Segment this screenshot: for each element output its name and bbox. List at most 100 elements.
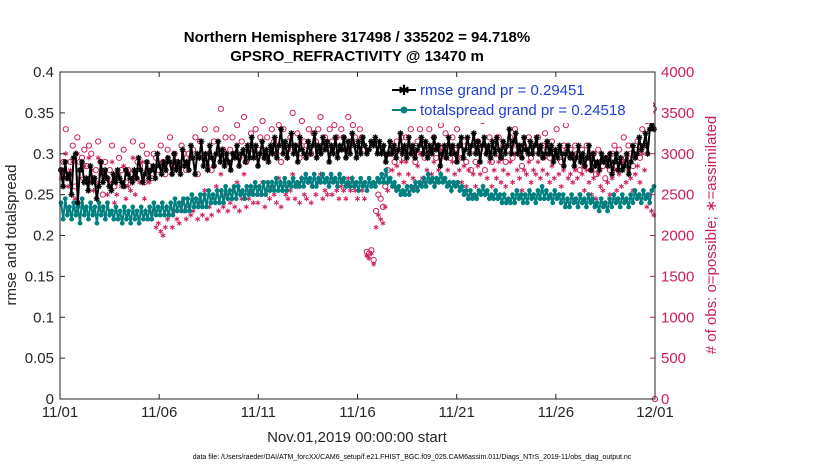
obs-possible-point bbox=[326, 126, 333, 133]
totalspread-point bbox=[307, 175, 313, 181]
rmse-point bbox=[504, 142, 511, 149]
rmse-point bbox=[183, 158, 190, 165]
totalspread-point bbox=[187, 208, 193, 214]
y-left-tick-label: 0.05 bbox=[25, 350, 54, 367]
obs-assimilated-point bbox=[139, 159, 145, 165]
totalspread-point bbox=[149, 216, 155, 222]
totalspread-point bbox=[480, 184, 486, 189]
rmse-point bbox=[410, 142, 417, 149]
totalspread-point bbox=[446, 179, 452, 185]
obs-assimilated-point bbox=[449, 159, 455, 165]
totalspread-point bbox=[73, 212, 79, 218]
rmse-point bbox=[313, 154, 320, 161]
y-right-tick-label: 4000 bbox=[661, 64, 694, 81]
rmse-point bbox=[445, 134, 452, 141]
rmse-point bbox=[489, 138, 496, 145]
rmse-point bbox=[560, 163, 567, 170]
rmse-point bbox=[487, 154, 494, 161]
rmse-point bbox=[192, 171, 199, 178]
plot-frame bbox=[59, 71, 656, 400]
y-right-tick-label: 1500 bbox=[661, 268, 694, 285]
obs-assimilated-point bbox=[489, 183, 495, 190]
obs-assimilated-point bbox=[232, 204, 238, 210]
totalspread-point bbox=[178, 208, 184, 214]
rmse-point bbox=[598, 150, 605, 157]
obs-assimilated-point bbox=[209, 212, 215, 218]
obs-assimilated-point bbox=[484, 175, 490, 181]
rmse-point bbox=[441, 142, 448, 149]
obs-assimilated-point bbox=[574, 175, 580, 181]
rmse-point bbox=[537, 142, 544, 149]
rmse-point bbox=[479, 142, 486, 149]
totalspread-point bbox=[305, 179, 311, 185]
obs-assimilated-point bbox=[366, 255, 372, 261]
totalspread-point bbox=[311, 171, 317, 177]
totalspread-point bbox=[495, 196, 501, 202]
obs-assimilated-point bbox=[86, 155, 92, 161]
obs-possible-point bbox=[518, 162, 525, 170]
totalspread-point bbox=[316, 175, 321, 181]
totalspread-point bbox=[229, 196, 235, 202]
y-left-tick-label: 0.35 bbox=[25, 105, 54, 122]
totalspread-point bbox=[174, 208, 180, 214]
totalspread-point bbox=[499, 200, 505, 206]
obs-possible-point bbox=[139, 142, 146, 149]
obs-assimilated-point bbox=[581, 187, 587, 194]
obs-possible-point bbox=[129, 138, 137, 145]
totalspread-point bbox=[638, 200, 644, 206]
totalspread-point bbox=[162, 212, 167, 218]
obs-assimilated-point bbox=[267, 196, 273, 202]
obs-assimilated-point bbox=[551, 175, 557, 181]
rmse-point bbox=[422, 138, 429, 145]
obs-assimilated-point bbox=[371, 261, 377, 267]
totalspread-point bbox=[514, 188, 520, 193]
totalspread-point bbox=[590, 196, 596, 202]
totalspread-point bbox=[153, 212, 159, 218]
obs-possible-point bbox=[639, 126, 646, 133]
legend: ✱ rmse grand pr = 0.29451 totalspread gr… bbox=[385, 77, 653, 123]
rmse-point bbox=[338, 146, 345, 153]
totalspread-point bbox=[299, 175, 304, 181]
obs-assimilated-point bbox=[292, 196, 298, 202]
obs-assimilated-point bbox=[584, 167, 590, 173]
rmse-point bbox=[575, 142, 582, 149]
rmse-point bbox=[85, 187, 92, 194]
obs-assimilated-point bbox=[125, 183, 131, 190]
obs-possible-point bbox=[157, 142, 164, 149]
rmse-point bbox=[485, 142, 492, 149]
totalspread-point bbox=[90, 212, 96, 218]
rmse-point bbox=[426, 142, 433, 149]
totalspread-point bbox=[457, 188, 463, 193]
totalspread-point bbox=[484, 188, 490, 193]
totalspread-point bbox=[398, 192, 404, 198]
rmse-point bbox=[630, 142, 637, 149]
totalspread-point bbox=[176, 200, 182, 206]
rmse-point bbox=[428, 150, 435, 157]
totalspread-point bbox=[138, 204, 144, 210]
obs-possible-point bbox=[317, 113, 324, 121]
totalspread-point bbox=[548, 192, 553, 198]
totalspread-point bbox=[244, 184, 250, 189]
obs-assimilated-point bbox=[63, 151, 69, 157]
obs-assimilated-point bbox=[470, 171, 476, 177]
chart-title-line-2: GPSRO_REFRACTIVITY @ 13470 m bbox=[230, 48, 484, 65]
obs-assimilated-point bbox=[285, 196, 291, 202]
totalspread-point bbox=[221, 200, 226, 206]
totalspread-point bbox=[461, 192, 467, 198]
obs-possible-point bbox=[602, 175, 609, 182]
totalspread-point bbox=[389, 184, 395, 189]
rmse-point bbox=[372, 134, 379, 141]
totalspread-point bbox=[200, 204, 205, 210]
x-tick-label: 11/01 bbox=[42, 404, 78, 421]
totalspread-point bbox=[181, 196, 186, 202]
totalspread-point bbox=[465, 196, 471, 202]
obs-assimilated-point bbox=[452, 171, 458, 177]
totalspread-point bbox=[588, 200, 594, 206]
rmse-point bbox=[173, 167, 180, 174]
totalspread-point bbox=[503, 200, 509, 206]
totalspread-point bbox=[489, 192, 494, 198]
totalspread-point bbox=[69, 216, 75, 222]
rmse-point bbox=[288, 130, 295, 137]
rmse-point bbox=[280, 150, 287, 157]
obs-assimilated-point bbox=[111, 200, 117, 206]
